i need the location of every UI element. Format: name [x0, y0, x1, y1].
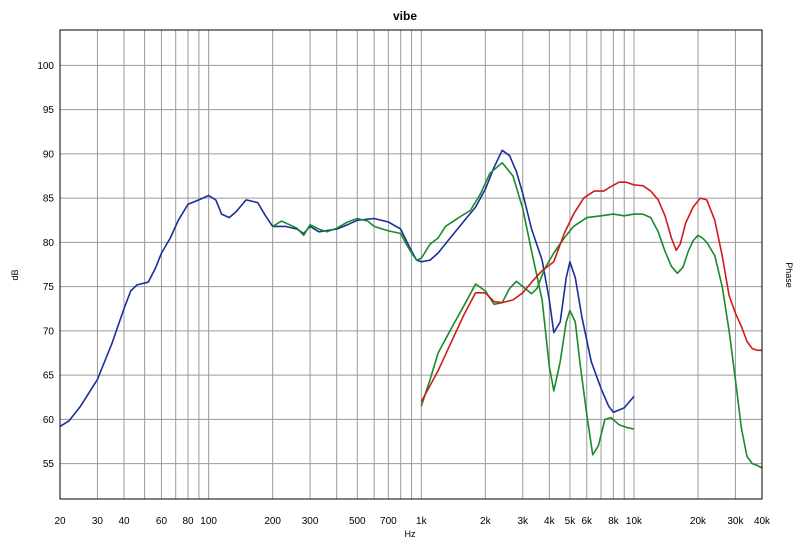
x-tick-label: 300 [302, 516, 319, 527]
y-tick-label: 85 [43, 194, 55, 205]
series-line-2 [272, 161, 635, 456]
x-tick-label: 200 [264, 516, 281, 527]
y-tick-label: 80 [43, 238, 55, 249]
x-tick-label: 40k [754, 516, 771, 527]
x-tick-label: 2k [480, 516, 492, 527]
y-tick-label: 75 [43, 282, 55, 293]
x-tick-label: 80 [182, 516, 194, 527]
x-tick-label: 20 [54, 516, 66, 527]
x-tick-label: 500 [349, 516, 366, 527]
y-tick-label: 60 [43, 415, 55, 426]
x-tick-label: 5k [565, 516, 577, 527]
x-axis-label: Hz [405, 529, 416, 539]
plot-grid [60, 30, 762, 499]
series-layer [59, 149, 763, 469]
x-tick-label: 6k [582, 516, 594, 527]
x-tick-label: 8k [608, 516, 620, 527]
chart-title: vibe [393, 9, 417, 23]
y-tick-label: 65 [43, 371, 55, 382]
series-line-4 [420, 181, 762, 403]
x-tick-label: 3k [517, 516, 529, 527]
y-axis-label: dB [10, 269, 20, 280]
y-tick-label: 55 [43, 459, 55, 470]
y2-axis-label: Phase [784, 262, 794, 288]
x-tick-label: 1k [416, 516, 428, 527]
series-line-3 [420, 213, 763, 469]
x-tick-label: 20k [690, 516, 707, 527]
y-tick-label: 90 [43, 149, 55, 160]
axis-ticks: 20 30 40 60 80 100 200 300 500 700 1k 2k 3k 4k 5k 6k 8k 1… [37, 61, 771, 527]
x-tick-label: 40 [118, 516, 130, 527]
y-tick-label: 70 [43, 326, 55, 337]
x-tick-label: 30 [92, 516, 104, 527]
plot-frame [59, 29, 763, 500]
x-tick-label: 700 [380, 516, 397, 527]
x-tick-label: 4k [544, 516, 556, 527]
y-tick-label: 95 [43, 105, 55, 116]
series-line-1 [59, 149, 635, 428]
x-tick-label: 10k [626, 516, 643, 527]
x-tick-label: 100 [200, 516, 217, 527]
y-tick-label: 100 [37, 61, 54, 72]
x-tick-label: 30k [727, 516, 744, 527]
x-tick-label: 60 [156, 516, 168, 527]
